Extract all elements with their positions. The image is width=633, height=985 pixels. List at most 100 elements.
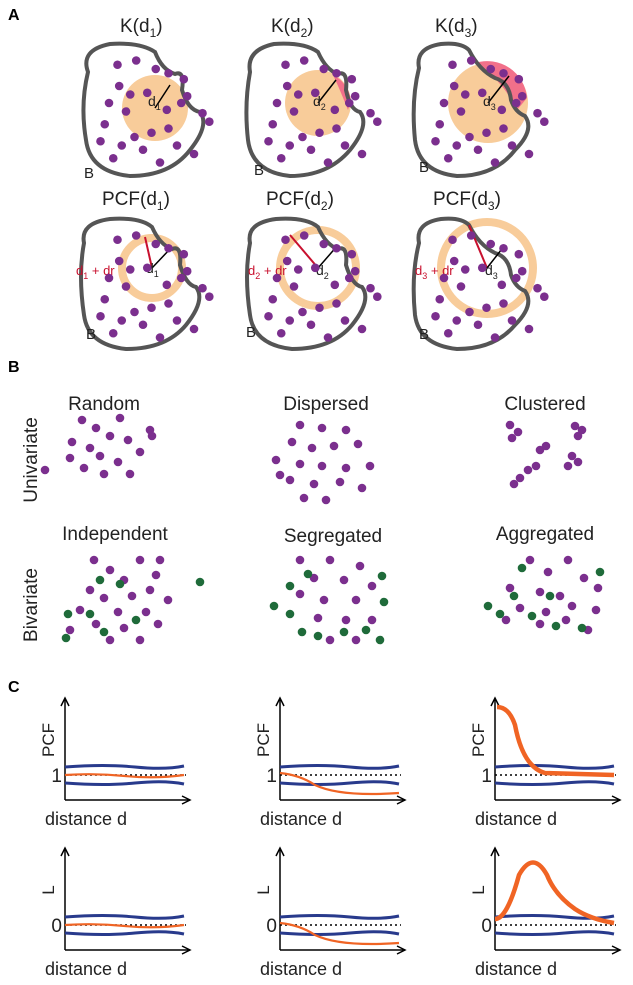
point — [517, 266, 527, 276]
point-random — [99, 469, 109, 479]
point — [289, 107, 299, 116]
point — [431, 136, 440, 146]
envelope-upper — [64, 764, 185, 770]
envelope-upper — [279, 914, 400, 920]
point — [448, 60, 457, 70]
point — [340, 316, 350, 325]
point-random — [91, 423, 101, 433]
point — [332, 124, 341, 133]
point-dispersed — [317, 423, 327, 433]
panel-b-points — [40, 413, 605, 645]
x-axis-arrow — [396, 795, 407, 805]
point — [198, 108, 207, 118]
point — [497, 280, 507, 290]
c-plot-3: PCF 1 distance d — [469, 696, 622, 829]
point-segregated-a — [355, 561, 365, 571]
shell-label: d2 + dr — [248, 263, 287, 281]
point-segregated-b — [375, 635, 385, 645]
y-axis-arrow — [60, 696, 70, 707]
point-segregated-b — [379, 597, 389, 607]
point — [281, 60, 290, 70]
point — [452, 141, 462, 150]
point-aggregated-b — [595, 567, 605, 577]
point-independent-a — [155, 555, 165, 565]
observed-curve — [279, 771, 400, 796]
point-independent-a — [135, 555, 145, 565]
point — [114, 81, 124, 91]
envelope-lower — [494, 780, 615, 786]
point — [179, 249, 189, 259]
row-label-bivariate: Bivariate — [21, 568, 42, 642]
panel-c: C PCF 1 distance d PCF 1 distance d PCF 1 distan… — [8, 679, 622, 979]
point — [164, 299, 173, 308]
point — [108, 328, 118, 338]
point-independent-b — [85, 609, 95, 619]
point-independent-b — [63, 609, 73, 619]
point-aggregated-b — [509, 591, 519, 601]
point — [319, 239, 329, 249]
x-axis-label: distance d — [260, 959, 342, 979]
point — [125, 265, 135, 274]
point — [435, 294, 445, 304]
point — [155, 333, 165, 342]
point — [439, 98, 449, 108]
point — [182, 266, 192, 276]
point — [460, 265, 470, 274]
x-axis-arrow — [181, 795, 192, 805]
point — [366, 108, 375, 118]
point-aggregated-a — [543, 567, 553, 577]
point — [289, 282, 299, 291]
point-clustered — [509, 479, 519, 489]
point — [465, 132, 474, 142]
point — [373, 292, 382, 302]
point-independent-a — [151, 570, 161, 580]
point — [164, 243, 173, 253]
point-independent-a — [119, 623, 129, 633]
point — [499, 68, 508, 78]
point — [490, 158, 500, 167]
point — [460, 90, 470, 99]
point-random — [40, 465, 50, 475]
point — [332, 299, 341, 308]
point-dispersed — [285, 475, 295, 485]
point — [205, 292, 214, 302]
point — [540, 292, 549, 302]
point — [113, 60, 122, 70]
radius-label: d3 — [483, 93, 496, 112]
point — [176, 273, 186, 283]
point — [172, 141, 182, 150]
point-dispersed — [353, 439, 363, 449]
point-independent-a — [153, 619, 163, 629]
point — [473, 145, 483, 155]
point-clustered — [531, 461, 541, 471]
region-label: B — [246, 324, 256, 341]
point-segregated-b — [297, 627, 307, 637]
envelope-lower — [64, 780, 185, 786]
row-label-univariate: Univariate — [21, 417, 42, 503]
point-segregated-b — [377, 571, 387, 581]
point-dispersed — [307, 443, 317, 453]
point-aggregated-a — [501, 615, 511, 625]
point-independent-a — [85, 585, 95, 595]
point — [104, 98, 114, 108]
point — [347, 74, 357, 84]
point — [298, 307, 307, 317]
radius-arrow — [154, 84, 171, 109]
point — [182, 91, 192, 101]
point — [117, 316, 127, 325]
k-d3: K(d3) d3 B — [411, 16, 531, 179]
point-segregated-a — [367, 615, 377, 625]
envelope-upper — [64, 914, 185, 920]
point — [456, 282, 466, 291]
point — [330, 105, 340, 115]
panel-b: B Random Dispersed Clustered Independent… — [8, 359, 605, 645]
region-b-outline — [79, 216, 202, 352]
point — [130, 307, 139, 317]
x-axis-label: distance d — [45, 959, 127, 979]
point-random — [77, 415, 87, 425]
panel-a: A K(d1) d1 B K(d2) d2 B K(d3) d3 B — [8, 7, 549, 352]
point-segregated-b — [285, 609, 295, 619]
point — [357, 149, 367, 159]
point-independent-b — [195, 577, 205, 587]
